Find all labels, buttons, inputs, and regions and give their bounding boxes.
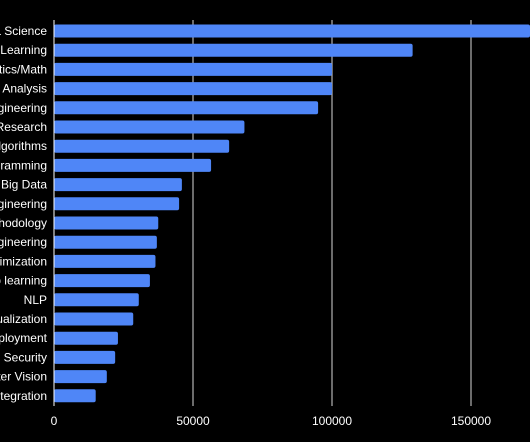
category-label: a Science [0, 24, 47, 38]
bar [54, 216, 159, 230]
category-label: p learning [0, 274, 47, 288]
bar [54, 62, 332, 76]
category-label: Big Data [1, 178, 47, 192]
bar [54, 158, 212, 172]
bar [54, 101, 319, 115]
x-tick-label: 100000 [312, 414, 352, 428]
x-tick-label: 50000 [176, 414, 210, 428]
category-label: Security [4, 350, 47, 364]
bar [54, 370, 107, 384]
bar [54, 312, 134, 326]
category-label: lgorithms [0, 139, 47, 153]
bar [54, 389, 96, 403]
category-label: gineering [0, 101, 47, 115]
bar [54, 293, 139, 307]
bar [54, 24, 530, 38]
bar [54, 178, 182, 192]
category-label: ualization [0, 312, 47, 326]
bar [54, 254, 156, 268]
category-label: ter Vision [0, 370, 47, 384]
bar-layer [54, 24, 530, 403]
category-label: timization [0, 254, 47, 268]
bar [54, 139, 230, 153]
x-tick-label: 0 [51, 414, 58, 428]
category-label: tics/Math [0, 62, 47, 76]
category-label: gineering [0, 235, 47, 249]
bar [54, 331, 118, 345]
bar [54, 274, 150, 288]
bar [54, 82, 332, 96]
category-label: gramming [0, 158, 47, 172]
category-label: Analysis [2, 82, 47, 96]
category-label: ployment [0, 331, 48, 345]
bar [54, 350, 116, 364]
bar [54, 197, 180, 211]
category-label: tegration [0, 389, 47, 403]
bar [54, 43, 413, 57]
category-label: hodology [0, 216, 47, 230]
category-label: gineering [0, 197, 47, 211]
category-label: Learning [0, 43, 47, 57]
x-tick-label: 150000 [451, 414, 491, 428]
category-label: NLP [24, 293, 47, 307]
category-labels: a Science Learning tics/Math Analysis gineer… [0, 24, 48, 403]
category-label: Research [0, 120, 47, 134]
bar [54, 235, 157, 249]
bar [54, 120, 245, 134]
x-tick-labels: 0 50000 100000 150000 [51, 414, 492, 428]
